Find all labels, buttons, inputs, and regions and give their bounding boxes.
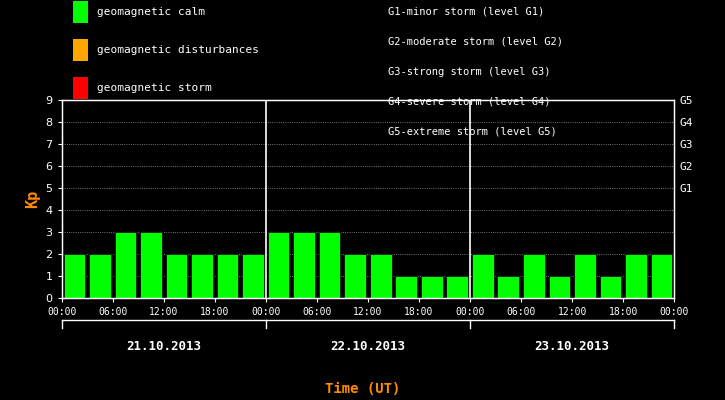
Text: 23.10.2013: 23.10.2013: [534, 340, 610, 353]
Text: G5-extreme storm (level G5): G5-extreme storm (level G5): [388, 127, 557, 137]
Bar: [625, 254, 647, 298]
Bar: [421, 276, 442, 298]
Bar: [268, 232, 289, 298]
Bar: [191, 254, 213, 298]
Bar: [574, 254, 596, 298]
Bar: [115, 232, 136, 298]
Bar: [89, 254, 111, 298]
Bar: [497, 276, 519, 298]
Text: Time (UT): Time (UT): [325, 382, 400, 396]
Bar: [472, 254, 494, 298]
Bar: [370, 254, 392, 298]
Y-axis label: Kp: Kp: [25, 190, 40, 208]
Text: geomagnetic calm: geomagnetic calm: [97, 7, 205, 17]
Bar: [650, 254, 672, 298]
Text: 21.10.2013: 21.10.2013: [126, 340, 202, 353]
Bar: [344, 254, 366, 298]
Text: G4-severe storm (level G4): G4-severe storm (level G4): [388, 97, 550, 107]
Text: geomagnetic storm: geomagnetic storm: [97, 83, 212, 93]
Text: geomagnetic disturbances: geomagnetic disturbances: [97, 45, 259, 55]
Bar: [294, 232, 315, 298]
Bar: [319, 232, 341, 298]
Text: G2-moderate storm (level G2): G2-moderate storm (level G2): [388, 37, 563, 47]
Bar: [600, 276, 621, 298]
Bar: [140, 232, 162, 298]
Bar: [447, 276, 468, 298]
Bar: [217, 254, 239, 298]
Bar: [549, 276, 571, 298]
Bar: [165, 254, 187, 298]
Bar: [64, 254, 86, 298]
Bar: [242, 254, 264, 298]
Text: G3-strong storm (level G3): G3-strong storm (level G3): [388, 67, 550, 77]
Bar: [395, 276, 417, 298]
Text: 22.10.2013: 22.10.2013: [331, 340, 405, 353]
Text: G1-minor storm (level G1): G1-minor storm (level G1): [388, 7, 544, 17]
Bar: [523, 254, 544, 298]
